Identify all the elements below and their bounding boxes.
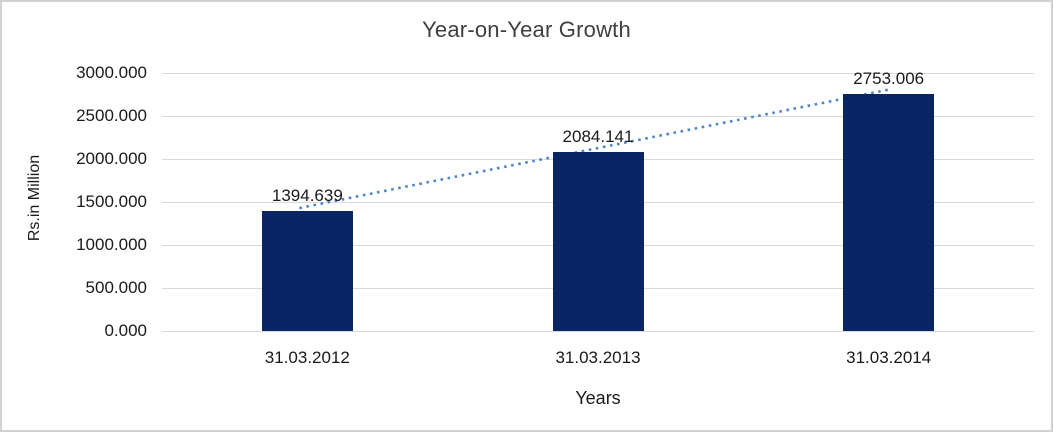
x-axis-title: Years xyxy=(575,388,621,408)
y-tick-label: 0.000 xyxy=(104,321,147,340)
x-category-label: 31.03.2012 xyxy=(264,348,350,367)
bar xyxy=(552,151,644,331)
bar xyxy=(843,94,935,331)
bar-data-label: 1394.639 xyxy=(271,186,343,206)
y-tick-label: 1000.000 xyxy=(76,235,147,254)
y-tick-label: 2500.000 xyxy=(76,106,147,125)
y-tick-label: 2000.000 xyxy=(76,149,147,168)
gridline xyxy=(162,72,1034,74)
bar xyxy=(261,211,353,331)
y-tick-label: 3000.000 xyxy=(76,63,147,82)
plot-area: 1394.639 2084.141 2753.006 xyxy=(162,69,1034,332)
bar-data-label: 2084.141 xyxy=(562,126,634,146)
bar-data-label: 2753.006 xyxy=(853,69,925,89)
x-category-label: 31.03.2014 xyxy=(846,348,932,367)
gridline xyxy=(162,115,1034,117)
x-category-label: 31.03.2013 xyxy=(555,348,641,367)
gridline xyxy=(162,330,1034,332)
y-tick-label: 1500.000 xyxy=(76,192,147,211)
y-tick-label: 500.000 xyxy=(85,278,147,297)
chart-title: Year-on-Year Growth xyxy=(422,17,631,42)
